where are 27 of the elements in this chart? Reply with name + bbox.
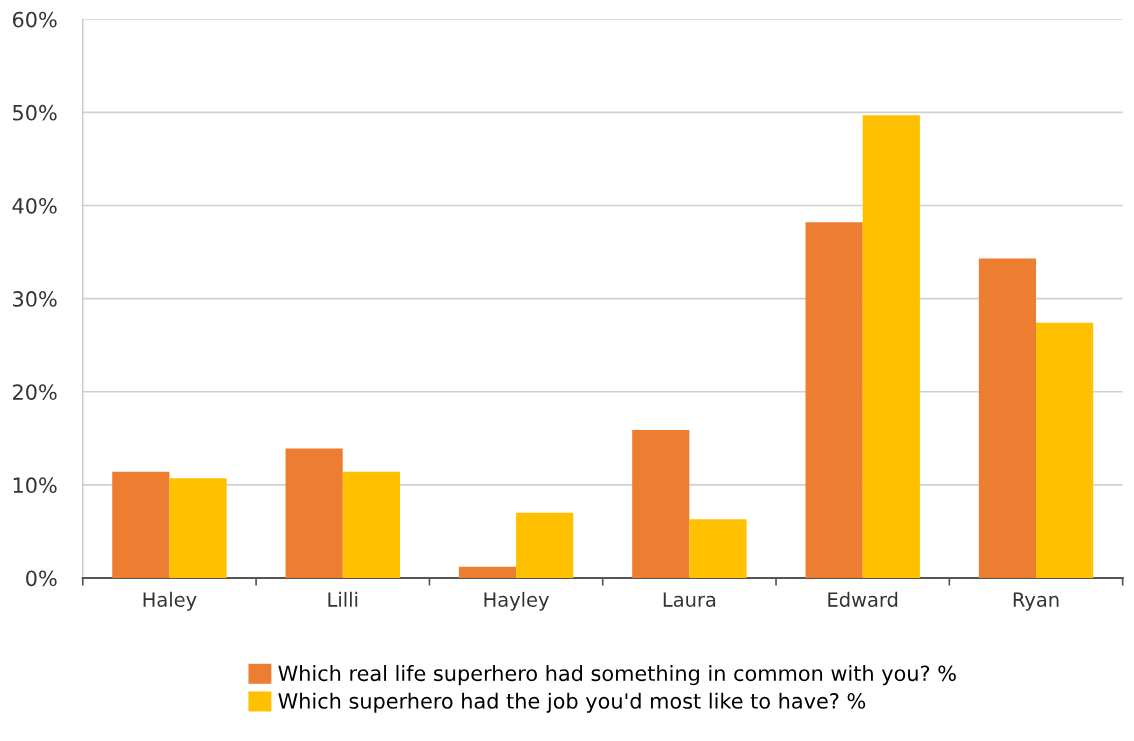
y-tick-label: 60% <box>12 11 57 28</box>
bar <box>805 222 863 578</box>
bar <box>978 258 1036 578</box>
x-tick-label: Haley <box>143 591 197 611</box>
y-tick-label: 0% <box>26 570 57 587</box>
bar <box>1036 322 1094 578</box>
bar <box>342 471 400 578</box>
x-tick-label: Laura <box>663 592 716 607</box>
x-tick-label: Hayley <box>484 591 549 611</box>
y-tick-label: 10% <box>13 477 57 494</box>
legend-label: Which real life superhero had something in common with you? % <box>278 665 956 686</box>
bar <box>516 512 574 578</box>
bar <box>169 478 227 578</box>
y-tick-label: 50% <box>13 104 57 121</box>
bar <box>112 471 170 578</box>
x-tick-label: Lilli <box>328 591 358 607</box>
bar <box>285 448 343 578</box>
bar <box>689 519 747 578</box>
y-tick-label: 40% <box>12 197 57 214</box>
x-tick-label: Ryan <box>1013 592 1059 611</box>
bar <box>862 115 920 578</box>
y-tick-label: 20% <box>13 384 57 400</box>
y-tick-label: 30% <box>13 291 57 307</box>
bar <box>632 429 690 578</box>
bar <box>458 566 517 578</box>
x-tick-label: Edward <box>828 591 898 607</box>
legend-label: Which superhero had the job you'd most like to have? % <box>278 692 866 713</box>
